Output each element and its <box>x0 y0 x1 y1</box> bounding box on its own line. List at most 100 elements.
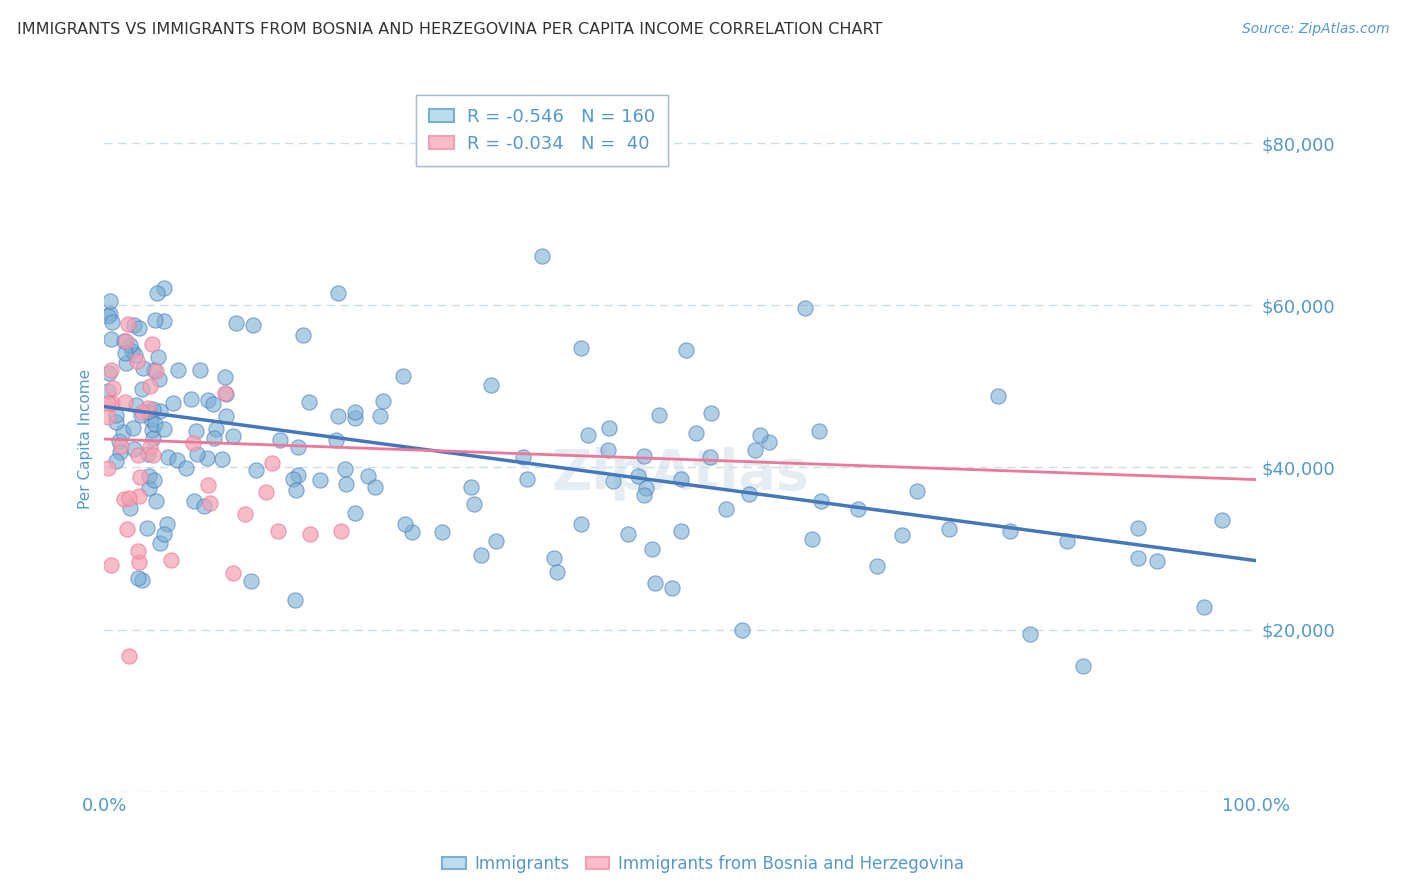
Y-axis label: Per Capita Income: Per Capita Income <box>79 369 93 509</box>
Immigrants <box>905 484 928 499</box>
Immigrants from Bosnia and Herzegovina <box>110 439 132 453</box>
Immigrants from Bosnia and Herzegovina <box>127 448 149 462</box>
Immigrants <box>569 341 592 355</box>
Immigrants <box>166 452 188 467</box>
Immigrants <box>1126 550 1149 565</box>
Immigrants <box>211 452 233 467</box>
Immigrants <box>810 494 832 508</box>
Immigrants from Bosnia and Herzegovina <box>266 524 288 538</box>
Immigrants from Bosnia and Herzegovina <box>128 470 150 484</box>
Immigrants <box>110 444 132 458</box>
Immigrants from Bosnia and Herzegovina <box>131 404 153 418</box>
Immigrants <box>470 548 492 562</box>
Immigrants <box>149 536 172 550</box>
Text: ZipAtlas: ZipAtlas <box>551 447 810 501</box>
Immigrants from Bosnia and Herzegovina <box>114 395 136 409</box>
Immigrants <box>184 424 207 438</box>
Immigrants <box>122 318 145 332</box>
Immigrants <box>136 405 159 419</box>
Immigrants <box>596 443 619 458</box>
Immigrants from Bosnia and Herzegovina <box>330 524 353 538</box>
Immigrants <box>328 409 350 423</box>
Immigrants <box>602 474 624 488</box>
Immigrants <box>793 301 815 315</box>
Immigrants <box>749 428 772 442</box>
Immigrants <box>325 433 347 447</box>
Immigrants <box>157 450 180 464</box>
Immigrants <box>142 473 165 487</box>
Immigrants <box>335 476 357 491</box>
Immigrants <box>569 517 592 532</box>
Immigrants <box>700 406 723 420</box>
Immigrants <box>143 363 166 377</box>
Immigrants <box>202 397 225 411</box>
Immigrants <box>546 566 568 580</box>
Immigrants <box>120 338 142 352</box>
Immigrants <box>153 527 176 541</box>
Immigrants from Bosnia and Herzegovina <box>118 491 141 505</box>
Immigrants from Bosnia and Herzegovina <box>145 364 167 378</box>
Immigrants <box>648 408 671 422</box>
Immigrants <box>1071 659 1094 673</box>
Immigrants <box>644 575 666 590</box>
Immigrants <box>132 361 155 376</box>
Immigrants <box>141 423 163 437</box>
Immigrants from Bosnia and Herzegovina <box>127 544 149 558</box>
Immigrants <box>1192 600 1215 615</box>
Immigrants <box>543 550 565 565</box>
Immigrants <box>866 558 889 573</box>
Immigrants <box>344 410 367 425</box>
Immigrants <box>142 432 165 446</box>
Immigrants <box>738 487 761 501</box>
Immigrants <box>373 393 395 408</box>
Immigrants <box>143 312 166 326</box>
Immigrants <box>281 472 304 486</box>
Immigrants <box>269 433 291 447</box>
Immigrants from Bosnia and Herzegovina <box>141 336 163 351</box>
Immigrants <box>153 280 176 294</box>
Immigrants <box>309 473 332 487</box>
Immigrants <box>616 527 638 541</box>
Immigrants <box>131 573 153 587</box>
Immigrants from Bosnia and Herzegovina <box>117 317 139 331</box>
Immigrants <box>153 313 176 327</box>
Immigrants <box>998 524 1021 539</box>
Immigrants <box>197 392 219 407</box>
Immigrants <box>344 506 367 520</box>
Immigrants <box>1211 512 1233 526</box>
Legend: R = -0.546   N = 160, R = -0.034   N =  40: R = -0.546 N = 160, R = -0.034 N = 40 <box>416 95 668 166</box>
Immigrants from Bosnia and Herzegovina <box>256 485 278 500</box>
Immigrants <box>122 442 145 456</box>
Immigrants <box>675 343 697 358</box>
Immigrants <box>401 525 423 540</box>
Immigrants <box>105 409 128 423</box>
Immigrants <box>129 409 152 423</box>
Immigrants <box>143 417 166 432</box>
Immigrants <box>115 356 138 370</box>
Immigrants from Bosnia and Herzegovina <box>112 491 135 506</box>
Immigrants <box>479 377 502 392</box>
Immigrants <box>370 409 392 423</box>
Immigrants <box>392 368 415 383</box>
Immigrants <box>298 395 321 409</box>
Immigrants <box>174 460 197 475</box>
Immigrants <box>167 363 190 377</box>
Immigrants <box>633 449 655 463</box>
Immigrants <box>153 422 176 436</box>
Immigrants <box>333 462 356 476</box>
Immigrants <box>699 450 721 464</box>
Immigrants from Bosnia and Herzegovina <box>139 440 162 454</box>
Immigrants <box>576 428 599 442</box>
Immigrants <box>162 396 184 410</box>
Immigrants <box>460 480 482 494</box>
Immigrants <box>97 310 120 324</box>
Immigrants <box>183 494 205 508</box>
Immigrants <box>512 450 534 465</box>
Immigrants <box>145 493 167 508</box>
Immigrants from Bosnia and Herzegovina <box>114 334 136 349</box>
Immigrants <box>463 497 485 511</box>
Immigrants <box>195 450 218 465</box>
Immigrants <box>938 522 960 536</box>
Immigrants <box>394 517 416 532</box>
Immigrants <box>1126 521 1149 535</box>
